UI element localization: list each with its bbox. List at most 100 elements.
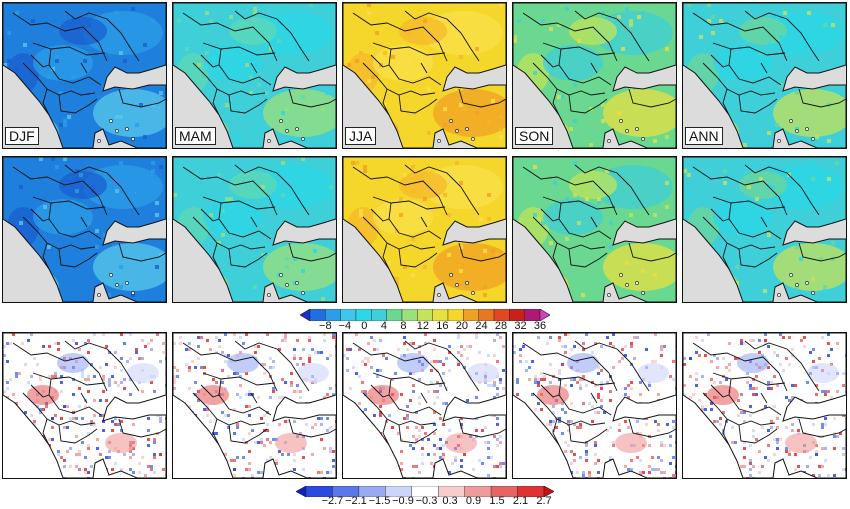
diff-cell <box>39 378 42 381</box>
diff-cell <box>147 417 150 420</box>
diff-cell <box>770 426 773 429</box>
diff-cell <box>818 474 821 477</box>
island <box>811 137 815 141</box>
diff-cell <box>248 432 251 435</box>
diff-cell <box>466 399 469 402</box>
diff-cell <box>245 405 248 408</box>
diff-cell <box>105 363 108 366</box>
diff-cell <box>409 444 412 447</box>
diff-cell <box>660 345 663 348</box>
diff-cell <box>379 411 382 414</box>
diff-cell <box>194 366 197 369</box>
diff-cell <box>227 354 230 357</box>
diff-cell <box>3 345 6 348</box>
diff-cell <box>493 339 496 342</box>
grid-cell <box>159 253 163 257</box>
diff-cell <box>358 375 361 378</box>
diff-cell <box>496 438 499 441</box>
diff-cell <box>150 465 153 468</box>
coastline <box>683 3 846 148</box>
country-border <box>48 48 102 86</box>
diff-cell <box>782 369 785 372</box>
diff-cell <box>15 402 18 405</box>
grid-cell <box>747 185 751 189</box>
diff-cell <box>439 438 442 441</box>
island <box>437 293 441 297</box>
grid-cell <box>301 95 305 99</box>
grid-cell <box>653 213 657 217</box>
diff-cell <box>564 441 567 444</box>
diff-cell <box>740 339 743 342</box>
country-border <box>692 166 780 198</box>
diff-cell <box>490 456 493 459</box>
diff-cell <box>314 423 317 426</box>
diff-cell <box>645 348 648 351</box>
diff-cell <box>728 369 731 372</box>
diff-cell <box>815 444 818 447</box>
diff-cell <box>812 348 815 351</box>
diff-cell <box>833 417 836 420</box>
grid-cell <box>403 173 407 177</box>
diff-cell <box>173 378 176 381</box>
diff-cell <box>639 432 642 435</box>
diff-cell <box>710 378 713 381</box>
diff-cell <box>63 459 66 462</box>
diff-cell <box>743 456 746 459</box>
grid-cell <box>363 169 367 173</box>
diff-cell <box>749 405 752 408</box>
diff-cell <box>355 333 358 336</box>
diff-cell <box>418 429 421 432</box>
diff-cell <box>361 390 364 393</box>
diff-cell <box>812 360 815 363</box>
diff-cell <box>308 339 311 342</box>
diff-cell <box>582 474 585 477</box>
diff-cell <box>30 414 33 417</box>
diff-cell <box>630 468 633 471</box>
country-border <box>540 384 560 398</box>
grid-cell <box>59 91 63 95</box>
diff-cell <box>54 414 57 417</box>
grid-cell <box>799 257 803 261</box>
diff-cell <box>147 444 150 447</box>
diff-cell <box>648 465 651 468</box>
diff-cell <box>254 345 257 348</box>
diff-cell <box>302 348 305 351</box>
country-border <box>382 88 390 116</box>
grid-cell <box>577 221 581 225</box>
country-border <box>420 392 428 404</box>
diff-cell <box>496 465 499 468</box>
diff-cell <box>776 384 779 387</box>
grid-cell <box>815 59 819 63</box>
diff-cell <box>323 339 326 342</box>
diff-cell <box>773 438 776 441</box>
diff-cell <box>308 354 311 357</box>
country-border <box>728 378 782 416</box>
diff-cell <box>33 402 36 405</box>
grid-cell <box>249 91 253 95</box>
country-border <box>200 54 220 68</box>
diff-cell <box>779 333 782 336</box>
diff-cell <box>704 354 707 357</box>
diff-cell <box>448 429 451 432</box>
diff-cell <box>424 333 427 336</box>
diff-cell <box>499 435 502 438</box>
diff-cell <box>162 468 165 471</box>
tick-label: 24 <box>475 320 488 332</box>
grid-cell <box>483 285 487 289</box>
diff-cell <box>60 381 63 384</box>
diff-patch <box>367 385 399 405</box>
tick-label: 28 <box>494 320 508 332</box>
grid-cell <box>609 245 613 249</box>
diff-cell <box>397 432 400 435</box>
diff-cell <box>296 363 299 366</box>
grid-cell <box>815 135 819 139</box>
diff-cell <box>651 456 654 459</box>
coastline <box>173 3 336 148</box>
diff-cell <box>421 462 424 465</box>
country-border <box>30 208 50 222</box>
diff-cell <box>573 345 576 348</box>
diff-cell <box>821 423 824 426</box>
diff-cell <box>689 357 692 360</box>
diff-cell <box>549 336 552 339</box>
diff-cell <box>460 354 463 357</box>
